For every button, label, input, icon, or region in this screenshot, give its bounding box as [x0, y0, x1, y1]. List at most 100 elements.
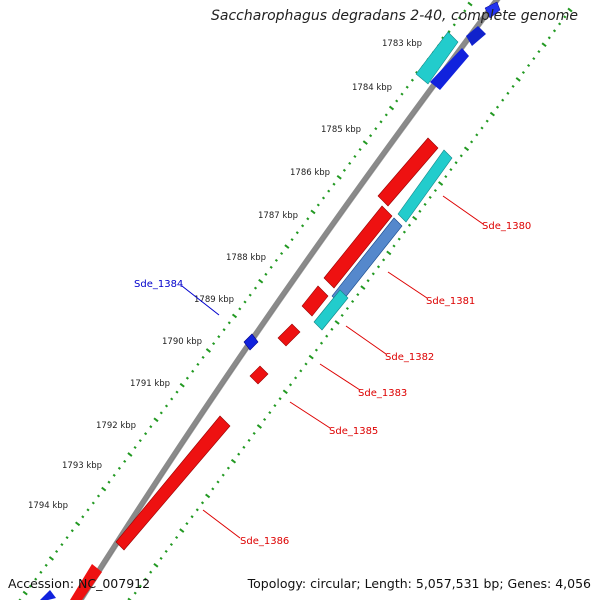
scale-tick	[179, 528, 185, 533]
kbp-tick-label: 1788 kbp	[226, 253, 266, 263]
scale-tick	[489, 111, 495, 117]
gene-label[interactable]: Sde_1385	[329, 426, 378, 437]
scale-tick	[563, 15, 567, 19]
scale-tick	[314, 348, 318, 352]
scale-tick	[552, 29, 557, 33]
kbp-tick-labels: 1783 kbp 1784 kbp 1785 kbp 1786 kbp 1787 kbp…	[28, 39, 422, 511]
scale-tick	[226, 466, 230, 470]
cds-block	[313, 289, 349, 331]
gene-label-lines: Sde_1380 Sde_1381 Sde_1382 Sde_1383 Sde_1385…	[134, 195, 531, 547]
scale-tick	[170, 397, 174, 401]
scale-tick	[159, 556, 163, 560]
scale-tick	[159, 411, 163, 415]
scale-tick	[369, 134, 373, 138]
scale-tick	[101, 486, 107, 492]
gene-label-leader	[345, 325, 387, 355]
scale-tick	[388, 105, 395, 111]
scale-tick	[284, 244, 290, 249]
scale-tick	[308, 354, 314, 360]
scale-tick	[164, 404, 169, 408]
kbp-tick-label: 1787 kbp	[258, 211, 298, 221]
scale-tick	[495, 105, 500, 109]
gene-label-leader	[442, 195, 484, 225]
scale-tick	[299, 369, 303, 373]
scale-tick	[360, 285, 366, 290]
scale-tick	[112, 473, 116, 477]
gene-label[interactable]: Sde_1381	[426, 296, 475, 307]
scale-tick	[190, 515, 194, 519]
scale-tick	[501, 98, 505, 102]
scale-tick	[164, 549, 168, 553]
scale-tick	[44, 563, 48, 567]
kbp-tick-label: 1791 kbp	[130, 379, 170, 389]
scale-tick	[567, 7, 573, 13]
genome-title: Saccharophagus degradans 2-40, complete …	[211, 8, 578, 24]
scale-tick	[133, 591, 137, 595]
accession-label: Accession: NC_007912	[8, 576, 151, 591]
scale-tick	[138, 584, 142, 588]
scale-tick	[268, 411, 272, 415]
scale-tick	[48, 556, 54, 561]
scale-tick	[521, 70, 525, 75]
scale-tick	[470, 140, 474, 144]
scale-tick	[91, 501, 95, 505]
scale-tick	[153, 417, 159, 423]
scale-tick	[143, 577, 148, 581]
gene-sde-1384-reverse	[243, 333, 259, 351]
scale-tick	[463, 9, 467, 13]
scale-tick	[127, 597, 133, 600]
scale-tick	[449, 168, 453, 172]
scale-tick	[144, 432, 148, 436]
scale-tick	[269, 265, 273, 269]
scale-tick	[290, 238, 294, 242]
scale-tick	[138, 439, 142, 443]
kbp-tick-label: 1792 kbp	[96, 421, 136, 431]
scale-tick	[547, 36, 551, 40]
gene-block	[249, 365, 269, 385]
scale-tick	[558, 22, 562, 26]
scale-tick	[376, 265, 381, 269]
scale-tick	[348, 161, 352, 165]
scale-tick	[325, 334, 329, 338]
scale-tick	[123, 459, 127, 463]
scale-tick	[480, 126, 484, 130]
gene-label[interactable]: Sde_1383	[358, 388, 407, 399]
scale-tick	[392, 244, 396, 248]
gene-label[interactable]: Sde_1386	[240, 536, 289, 547]
scale-tick	[407, 223, 412, 227]
kbp-tick-label: 1786 kbp	[290, 168, 330, 178]
scale-tick	[75, 521, 81, 527]
scale-tick	[216, 480, 220, 484]
scale-tick	[362, 140, 368, 145]
kbp-tick-label: 1783 kbp	[382, 39, 422, 49]
scale-tick	[264, 272, 268, 276]
scale-tick	[332, 182, 336, 186]
scale-tick	[237, 452, 241, 456]
gene-block	[301, 285, 329, 317]
scale-tick	[457, 16, 462, 20]
gene-sde-1380-forward	[377, 137, 439, 207]
scale-tick	[340, 313, 344, 317]
gene-label[interactable]: Sde_1380	[482, 221, 531, 232]
scale-tick	[506, 91, 510, 95]
scale-tick	[117, 466, 121, 470]
gene-label-leader	[387, 271, 428, 299]
scale-tick	[366, 279, 370, 283]
scale-tick	[191, 369, 195, 373]
kbp-tick-label: 1790 kbp	[162, 337, 202, 347]
scale-tick	[238, 307, 242, 311]
scale-tick	[263, 417, 267, 422]
scale-tick	[336, 174, 342, 180]
gene-label[interactable]: Sde_1384	[134, 279, 183, 290]
scale-tick	[274, 258, 278, 262]
teal-cds-cluster	[313, 149, 453, 331]
gene-label-leader	[181, 285, 220, 316]
scale-tick	[149, 425, 153, 429]
scale-tick	[288, 383, 293, 387]
kbp-tick-label: 1793 kbp	[62, 461, 102, 471]
scale-tick	[133, 445, 137, 450]
gene-label-leader	[319, 363, 361, 391]
scale-tick	[433, 188, 437, 193]
gene-label[interactable]: Sde_1382	[385, 352, 434, 363]
